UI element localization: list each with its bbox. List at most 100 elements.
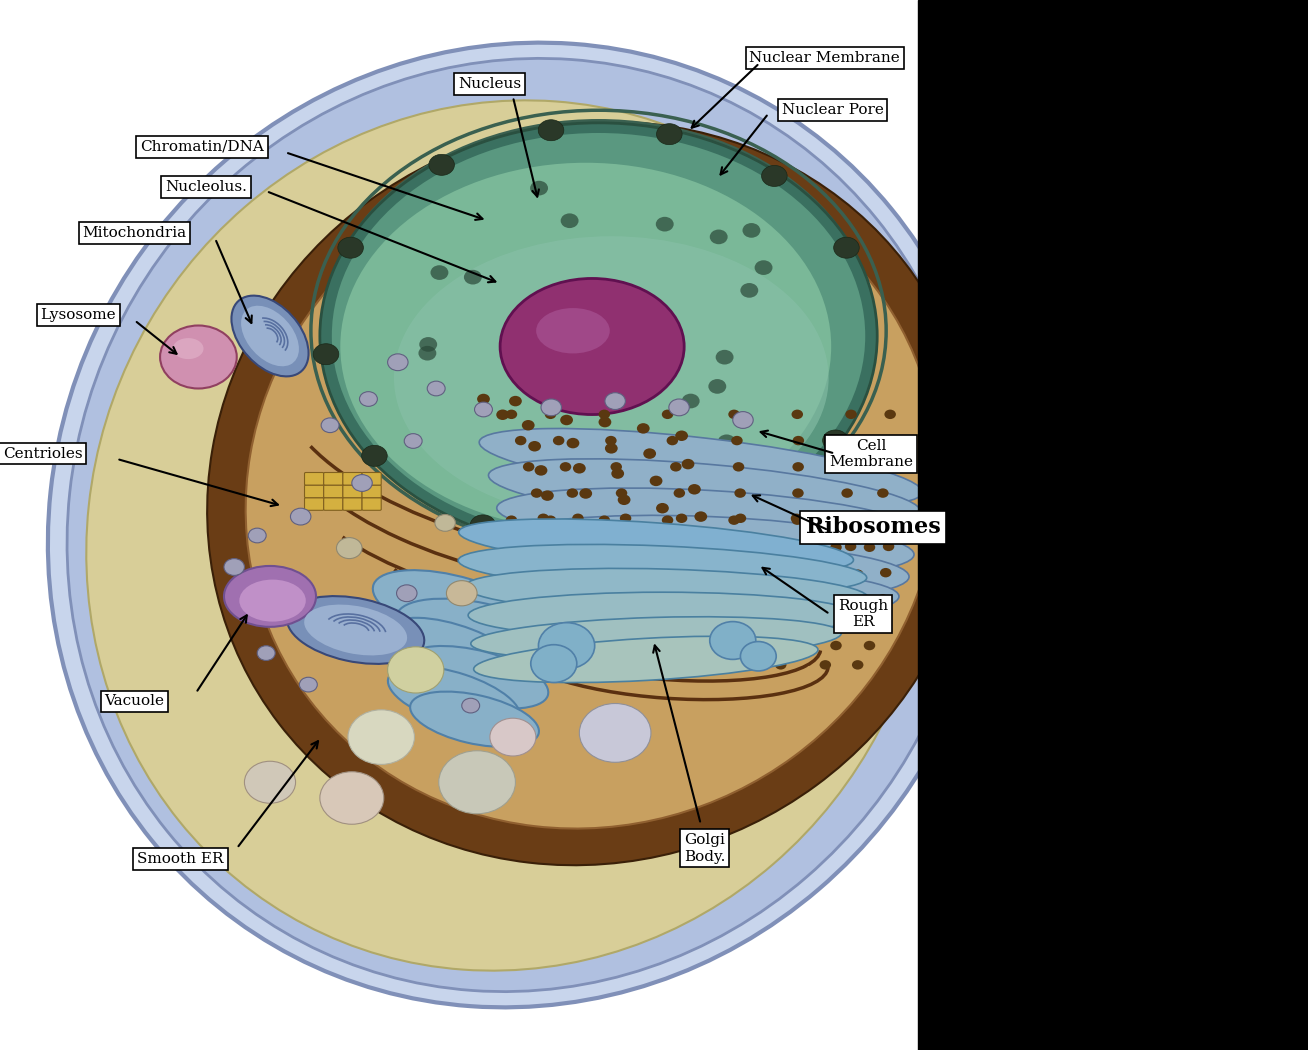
Ellipse shape [497,488,918,551]
Ellipse shape [173,338,204,359]
Text: Nucleolus.: Nucleolus. [165,180,247,194]
Ellipse shape [434,514,455,531]
Ellipse shape [655,216,674,231]
Ellipse shape [539,543,551,552]
Ellipse shape [676,620,687,629]
Text: Vacuole: Vacuole [105,694,165,709]
Ellipse shape [388,667,521,730]
FancyBboxPatch shape [362,472,381,485]
Ellipse shape [553,436,564,445]
Ellipse shape [239,580,306,622]
Ellipse shape [676,513,687,523]
Ellipse shape [695,511,708,522]
Ellipse shape [428,381,445,396]
Ellipse shape [544,410,556,419]
Ellipse shape [793,436,804,445]
Ellipse shape [320,123,878,549]
Ellipse shape [576,436,594,450]
Ellipse shape [464,568,869,616]
Ellipse shape [791,513,802,523]
Ellipse shape [616,488,628,498]
Ellipse shape [710,622,756,659]
Ellipse shape [86,101,931,970]
Ellipse shape [411,692,539,747]
Ellipse shape [793,542,804,551]
Ellipse shape [396,585,417,602]
Ellipse shape [740,642,776,671]
Ellipse shape [515,436,526,445]
Ellipse shape [743,497,768,518]
Ellipse shape [320,772,383,824]
Ellipse shape [872,513,884,523]
Ellipse shape [509,396,522,406]
Ellipse shape [528,441,542,452]
Ellipse shape [831,640,842,650]
Bar [918,0,1308,1050]
Ellipse shape [573,463,586,474]
Ellipse shape [793,594,803,604]
Ellipse shape [360,392,378,406]
Ellipse shape [500,278,684,415]
Ellipse shape [791,620,802,629]
Ellipse shape [863,640,875,650]
Ellipse shape [774,569,786,579]
Ellipse shape [845,542,857,551]
Ellipse shape [570,569,582,579]
Text: Mitochondria: Mitochondria [82,226,187,240]
Ellipse shape [538,660,549,670]
Ellipse shape [688,484,701,495]
Ellipse shape [681,394,700,408]
Ellipse shape [419,345,437,360]
Text: Nucleus: Nucleus [458,77,522,91]
Ellipse shape [538,569,549,579]
Ellipse shape [515,569,899,624]
Ellipse shape [160,326,237,388]
Ellipse shape [729,410,740,419]
Ellipse shape [404,434,422,448]
Ellipse shape [606,542,616,551]
Text: Ribosomes: Ribosomes [806,517,940,538]
Ellipse shape [611,462,623,471]
Text: Chromatin/DNA: Chromatin/DNA [140,140,264,154]
Ellipse shape [536,308,610,354]
Ellipse shape [579,704,651,762]
FancyBboxPatch shape [362,485,381,498]
Ellipse shape [644,448,657,459]
Ellipse shape [477,394,490,404]
Ellipse shape [249,528,266,543]
Ellipse shape [396,598,559,666]
Ellipse shape [468,592,857,638]
FancyBboxPatch shape [343,472,362,485]
FancyBboxPatch shape [343,485,362,498]
Ellipse shape [459,519,853,573]
Ellipse shape [880,568,892,578]
Ellipse shape [729,516,740,525]
Ellipse shape [473,636,818,682]
Ellipse shape [611,568,623,578]
Ellipse shape [430,266,449,280]
Ellipse shape [387,354,408,371]
Ellipse shape [667,542,678,551]
Ellipse shape [791,516,803,525]
Ellipse shape [844,462,854,471]
Ellipse shape [722,660,734,670]
Ellipse shape [539,120,564,141]
Ellipse shape [348,710,415,764]
Ellipse shape [791,410,803,419]
Ellipse shape [615,569,627,579]
FancyBboxPatch shape [305,485,323,498]
Ellipse shape [734,488,746,498]
Ellipse shape [793,568,804,578]
Ellipse shape [675,430,688,441]
Ellipse shape [488,459,921,528]
Ellipse shape [538,620,549,629]
Ellipse shape [599,410,610,419]
Ellipse shape [352,475,373,491]
Text: Nuclear Membrane: Nuclear Membrane [749,50,900,65]
Text: Nuclear Pore: Nuclear Pore [781,103,883,118]
Ellipse shape [573,543,585,552]
Ellipse shape [470,514,496,536]
Ellipse shape [535,465,547,476]
Ellipse shape [387,617,528,691]
Ellipse shape [606,436,616,445]
